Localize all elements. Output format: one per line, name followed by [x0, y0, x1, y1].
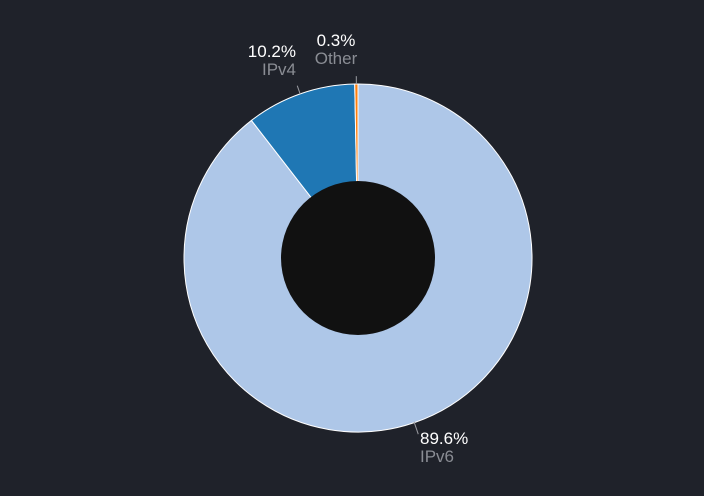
slice-percent-label-ipv4: 10.2% [248, 42, 296, 61]
slice-category-label-other: Other [315, 49, 358, 68]
slice-percent-label-other: 0.3% [317, 31, 356, 50]
leader-line-ipv4 [296, 85, 301, 95]
donut-center-hole [281, 181, 435, 335]
slice-category-label-ipv6: IPv6 [420, 447, 454, 466]
labels-layer: 89.6%IPv6 10.2%IPv4 0.3%Other [248, 31, 468, 466]
leader-line-ipv6 [413, 421, 419, 435]
slice-percent-label-ipv6: 89.6% [420, 429, 468, 448]
slice-category-label-ipv4: IPv4 [262, 60, 296, 79]
